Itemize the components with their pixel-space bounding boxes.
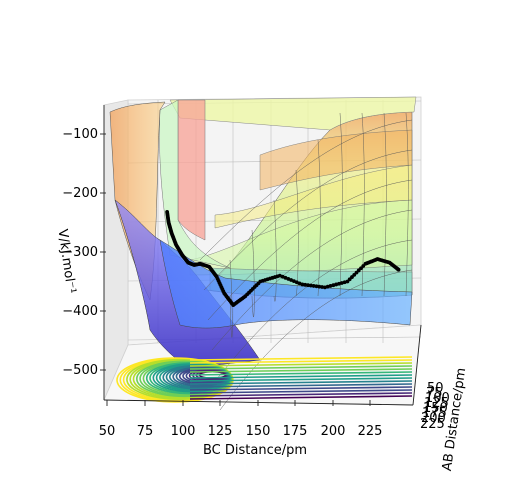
x-tick-label: 100 (171, 424, 196, 439)
contour-line (189, 371, 413, 376)
trajectory-point (308, 283, 313, 288)
z-tick-label: −500 (62, 363, 98, 378)
trajectory-point (396, 267, 401, 272)
y-tick-label: 100 (425, 391, 450, 406)
x-tick-label: 125 (208, 424, 233, 439)
wire-line (211, 209, 413, 351)
contour-line (189, 383, 413, 388)
y-tick-label: 175 (422, 406, 447, 421)
wire-line (219, 269, 413, 411)
y-tick-label: 75 (426, 386, 443, 401)
x-axis-label: BC Distance/pm (203, 443, 307, 458)
contour-line (189, 395, 413, 400)
contour-line (189, 377, 413, 382)
x-tick-label: 225 (358, 424, 383, 439)
wire-line (203, 149, 413, 291)
y-tick-label: 50 (427, 381, 444, 396)
wire-line (251, 229, 255, 318)
surface-plateau (169, 96, 417, 131)
surface-valley (159, 239, 413, 329)
trajectory-point (303, 282, 308, 287)
z-tick-label: −400 (62, 304, 98, 319)
x-tick-label: 75 (137, 424, 154, 439)
x-tick-label: 150 (246, 424, 271, 439)
z-tick-label: −100 (62, 127, 98, 142)
contour-line (189, 365, 413, 370)
trajectory-point (317, 284, 322, 289)
contour-line (189, 380, 413, 385)
z-axis-label: V/kJ.mol⁻¹ (55, 228, 79, 295)
y-tick-label: 225 (420, 417, 445, 432)
wire-line (199, 119, 413, 261)
trajectory-point (314, 284, 319, 289)
potential-surface (109, 96, 417, 369)
trajectory-point (311, 284, 316, 288)
z-tick-label: −300 (62, 245, 98, 260)
y-tick-labels: 50 75 100 125 150 175 200 225 (420, 381, 450, 432)
wire-line (273, 199, 277, 302)
tick-marks (100, 133, 371, 406)
wire-line (405, 112, 409, 297)
floor-contours (116, 356, 413, 403)
wire-line (339, 112, 343, 297)
contour-line (189, 374, 413, 379)
wire-line (229, 259, 233, 338)
z-tick-labels: −100 −200 −300 −400 −500 (62, 127, 98, 378)
x-tick-label: 200 (321, 424, 346, 439)
wire-line (317, 139, 321, 297)
contour-line (189, 386, 413, 391)
wire-line (383, 112, 387, 297)
trajectory-series (165, 209, 401, 307)
trajectory-point (306, 283, 310, 288)
contour-line (189, 392, 413, 397)
surface-band-red (177, 99, 206, 241)
y-tick-label: 200 (421, 411, 446, 426)
x-tick-labels: 50 75 100 125 150 175 200 225 (99, 424, 383, 439)
surface-wireframe (199, 112, 413, 411)
surface-band-orange (259, 129, 413, 191)
contour-line (189, 389, 413, 394)
surface-band-yellow (214, 164, 413, 229)
contour-line (189, 356, 413, 361)
x-tick-label: 175 (283, 424, 308, 439)
z-tick-label: −200 (62, 186, 98, 201)
axis-lines (103, 105, 422, 406)
contour-line (189, 362, 413, 367)
trajectory-point (320, 285, 324, 289)
y-tick-label: 150 (423, 401, 448, 416)
wire-line (207, 179, 413, 321)
trajectory-point (300, 282, 305, 287)
contour-line (189, 359, 413, 364)
y-tick-label: 125 (424, 396, 449, 411)
x-tick-label: 50 (99, 424, 116, 439)
wire-line (295, 169, 299, 297)
contour-line (189, 368, 413, 373)
